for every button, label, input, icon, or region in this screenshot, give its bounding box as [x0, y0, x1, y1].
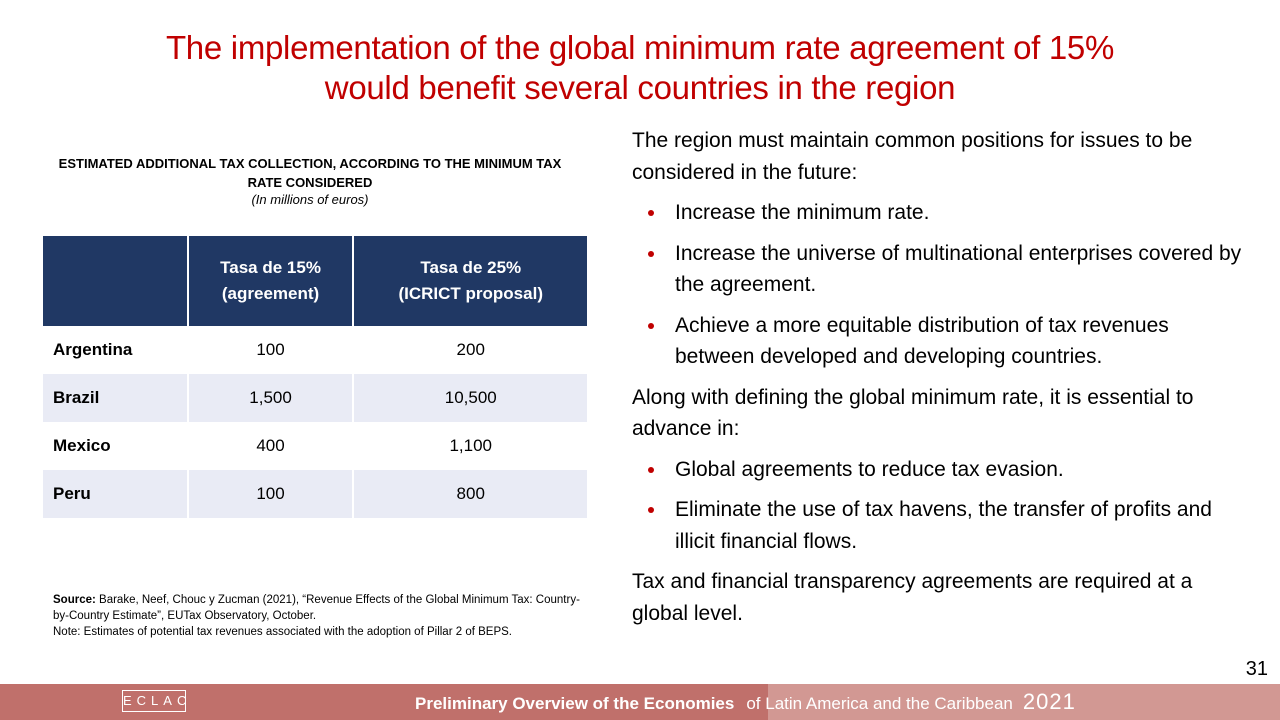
title-line: The implementation of the global minimum…	[165, 29, 1115, 66]
slide-title: The implementation of the global minimum…	[40, 28, 1240, 108]
footer-title: Preliminary Overview of the Economies of …	[415, 689, 1076, 715]
column-header: Tasa de 25% (ICRICT proposal)	[352, 236, 587, 326]
title-line: would benefit several countries in the r…	[324, 69, 956, 106]
table-row: Argentina 100 200	[43, 326, 587, 374]
data-table: Tasa de 15% (agreement) Tasa de 25% (ICRICT…	[43, 236, 587, 518]
table-cell: 800	[352, 470, 587, 518]
table-caption: ESTIMATED ADDITIONAL TAX COLLECTION, ACC…	[58, 156, 562, 190]
header-row: Tasa de 15% (agreement) Tasa de 25% (ICRICT…	[43, 236, 587, 326]
page-number: 31	[1245, 658, 1268, 680]
bullet-item: Increase the universe of multinational e…	[632, 238, 1247, 301]
column-header: Tasa de 15% (agreement)	[186, 236, 354, 326]
body-text: The region must maintain common position…	[632, 125, 1247, 638]
bullet-list: Global agreements to reduce tax evasion.…	[632, 454, 1247, 558]
footer-title-rest: of Latin America and the Caribbean	[746, 694, 1013, 713]
bullet-item: Global agreements to reduce tax evasion.	[632, 454, 1247, 486]
source-note: Source: Barake, Neef, Chouc y Zucman (20…	[53, 592, 583, 640]
footer-bar	[0, 684, 1280, 720]
source-label: Source:	[53, 594, 96, 606]
paragraph: Along with defining the global minimum r…	[632, 385, 1194, 441]
table-cell: 10,500	[352, 374, 587, 422]
table-cell: 200	[352, 326, 587, 374]
column-header-line: (ICRICT proposal)	[398, 284, 543, 303]
footer-logo: ECLAC	[122, 690, 186, 712]
table-row: Peru 100 800	[43, 470, 587, 518]
source-text: Barake, Neef, Chouc y Zucman (2021), “Re…	[53, 594, 580, 622]
paragraph: Tax and financial transparency agreement…	[632, 570, 1193, 625]
column-header-line: Tasa de 15%	[220, 258, 321, 277]
row-label: Argentina	[53, 340, 133, 359]
column-header-line: Tasa de 25%	[420, 258, 522, 277]
table-cell: 100	[186, 470, 354, 518]
table-cell: 1,100	[352, 422, 587, 470]
footer-year: 2021	[1022, 689, 1076, 714]
row-label: Brazil	[43, 374, 188, 422]
table-unit-note: (In millions of euros)	[251, 192, 369, 207]
bullet-list: Increase the minimum rate. Increase the u…	[632, 197, 1247, 373]
table-cell: 100	[186, 326, 354, 374]
table-row: Brazil 1,500 10,500	[43, 374, 587, 422]
row-label: Peru	[43, 470, 188, 518]
column-header-line: (agreement)	[221, 284, 320, 303]
header-corner	[43, 236, 188, 326]
table-cell: 400	[186, 422, 354, 470]
bullet-item: Achieve a more equitable distribution of…	[632, 310, 1247, 373]
row-label: Mexico	[53, 436, 111, 455]
table-cell: 1,500	[186, 374, 354, 422]
footer-title-bold: Preliminary Overview of the Economies	[415, 694, 735, 713]
bullet-item: Increase the minimum rate.	[632, 197, 1247, 229]
paragraph: The region must maintain common position…	[632, 129, 1193, 184]
note-text: Note: Estimates of potential tax revenue…	[53, 626, 512, 638]
table-row: Mexico 400 1,100	[43, 422, 587, 470]
bullet-item: Eliminate the use of tax havens, the tra…	[632, 494, 1247, 557]
